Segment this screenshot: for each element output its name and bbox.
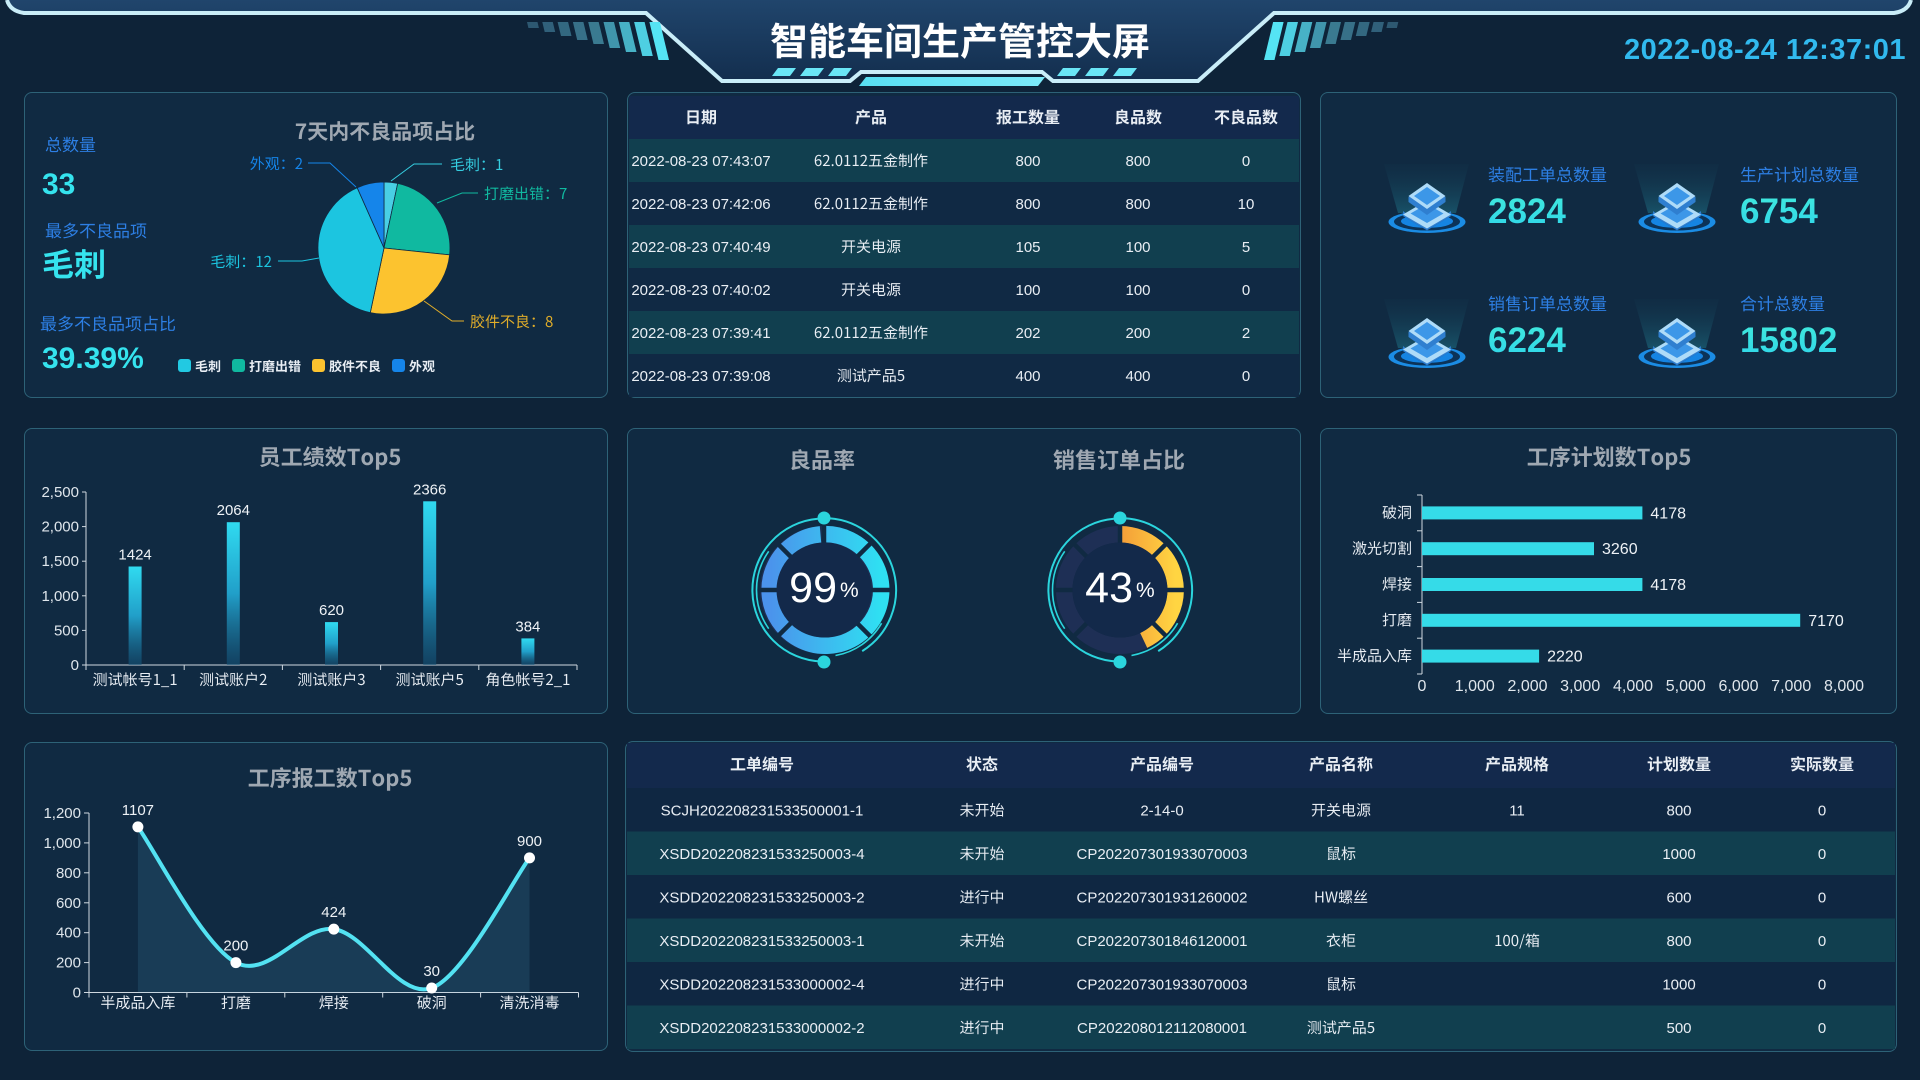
svg-text:SCJH202208231533500001-1: SCJH202208231533500001-1 [661,803,864,820]
svg-text:15802: 15802 [1740,321,1837,360]
svg-text:0: 0 [1818,1020,1826,1037]
svg-text:XSDD202208231533000002-4: XSDD202208231533000002-4 [659,977,864,994]
svg-text:1,200: 1,200 [43,805,81,822]
svg-text:1107: 1107 [122,802,154,819]
svg-text:5: 5 [1242,239,1250,256]
svg-text:6754: 6754 [1740,192,1818,231]
svg-text:384: 384 [515,618,540,635]
svg-text:1,000: 1,000 [41,588,79,605]
svg-text:1000: 1000 [1662,846,1695,863]
svg-text:2,500: 2,500 [41,484,79,501]
svg-text:2366: 2366 [413,481,446,498]
svg-text:8,000: 8,000 [1824,678,1864,695]
svg-text:424: 424 [321,904,346,921]
svg-text:1,000: 1,000 [1455,678,1495,695]
svg-text:2022-08-23 07:39:08: 2022-08-23 07:39:08 [631,368,770,385]
svg-text:XSDD202208231533250003-4: XSDD202208231533250003-4 [659,846,864,863]
svg-text:5,000: 5,000 [1666,678,1706,695]
svg-text:0: 0 [1818,890,1826,907]
svg-text:100: 100 [1125,239,1150,256]
svg-text:2022-08-23 07:40:49: 2022-08-23 07:40:49 [631,239,770,256]
svg-text:2220: 2220 [1547,649,1583,666]
svg-text:0: 0 [1818,977,1826,994]
svg-text:XSDD202208231533000002-2: XSDD202208231533000002-2 [659,1020,864,1037]
svg-text:900: 900 [517,833,542,850]
svg-text:7,000: 7,000 [1771,678,1811,695]
svg-text:100: 100 [1015,282,1040,299]
svg-text:30: 30 [423,963,440,980]
svg-text:33: 33 [42,168,75,201]
svg-text:99: 99 [789,564,837,612]
svg-text:0: 0 [1818,846,1826,863]
svg-text:2064: 2064 [217,502,250,519]
svg-text:100: 100 [1125,282,1150,299]
svg-text:%: % [840,579,859,602]
svg-text:6224: 6224 [1488,321,1566,360]
svg-text:400: 400 [56,925,81,942]
svg-text:800: 800 [1666,803,1691,820]
svg-text:800: 800 [1666,933,1691,950]
svg-text:CP202208012112080001: CP202208012112080001 [1077,1020,1247,1037]
svg-text:2022-08-23 07:43:07: 2022-08-23 07:43:07 [631,153,770,170]
svg-text:10: 10 [1238,196,1255,213]
svg-text:800: 800 [1125,196,1150,213]
svg-text:0: 0 [71,657,79,674]
svg-text:400: 400 [1015,368,1040,385]
svg-text:%: % [1136,579,1155,602]
svg-text:0: 0 [73,985,81,1002]
svg-text:43: 43 [1085,564,1133,612]
svg-text:2,000: 2,000 [1507,678,1547,695]
svg-text:1424: 1424 [118,547,151,564]
svg-text:0: 0 [1818,803,1826,820]
svg-text:1000: 1000 [1662,977,1695,994]
svg-text:620: 620 [319,602,344,619]
svg-text:CP202207301846120001: CP202207301846120001 [1077,933,1248,950]
svg-text:800: 800 [1125,153,1150,170]
svg-text:400: 400 [1125,368,1150,385]
svg-text:2: 2 [1242,325,1250,342]
svg-text:600: 600 [1666,890,1691,907]
svg-text:2824: 2824 [1488,192,1566,231]
svg-text:800: 800 [1015,196,1040,213]
svg-text:XSDD202208231533250003-1: XSDD202208231533250003-1 [659,933,864,950]
svg-text:2022-08-23 07:40:02: 2022-08-23 07:40:02 [631,282,770,299]
svg-text:500: 500 [54,622,79,639]
svg-text:3,000: 3,000 [1560,678,1600,695]
svg-text:7170: 7170 [1808,613,1844,630]
svg-text:4178: 4178 [1650,505,1686,522]
svg-text:105: 105 [1015,239,1040,256]
svg-text:2-14-0: 2-14-0 [1140,803,1183,820]
svg-text:1,500: 1,500 [41,553,79,570]
svg-text:500: 500 [1666,1020,1691,1037]
svg-text:800: 800 [1015,153,1040,170]
svg-text:0: 0 [1242,153,1250,170]
svg-text:2022-08-23 07:39:41: 2022-08-23 07:39:41 [631,325,770,342]
svg-text:1,000: 1,000 [43,835,81,852]
svg-text:2022-08-23 07:42:06: 2022-08-23 07:42:06 [631,196,770,213]
svg-text:4,000: 4,000 [1613,678,1653,695]
svg-text:CP202207301933070003: CP202207301933070003 [1077,977,1248,994]
svg-text:CP202207301931260002: CP202207301931260002 [1077,890,1248,907]
svg-text:2,000: 2,000 [41,519,79,536]
svg-text:0: 0 [1242,368,1250,385]
svg-text:200: 200 [1125,325,1150,342]
svg-text:11: 11 [1509,803,1525,820]
svg-text:3260: 3260 [1602,541,1638,558]
svg-text:202: 202 [1015,325,1040,342]
svg-text:0: 0 [1818,933,1826,950]
svg-text:0: 0 [1418,678,1427,695]
svg-text:CP202207301933070003: CP202207301933070003 [1077,846,1248,863]
svg-text:200: 200 [223,938,248,955]
svg-text:600: 600 [56,895,81,912]
svg-text:39.39%: 39.39% [42,342,144,375]
svg-text:6,000: 6,000 [1718,678,1758,695]
svg-text:XSDD202208231533250003-2: XSDD202208231533250003-2 [659,890,864,907]
svg-text:800: 800 [56,865,81,882]
svg-text:4178: 4178 [1650,577,1686,594]
svg-text:200: 200 [56,955,81,972]
svg-text:0: 0 [1242,282,1250,299]
